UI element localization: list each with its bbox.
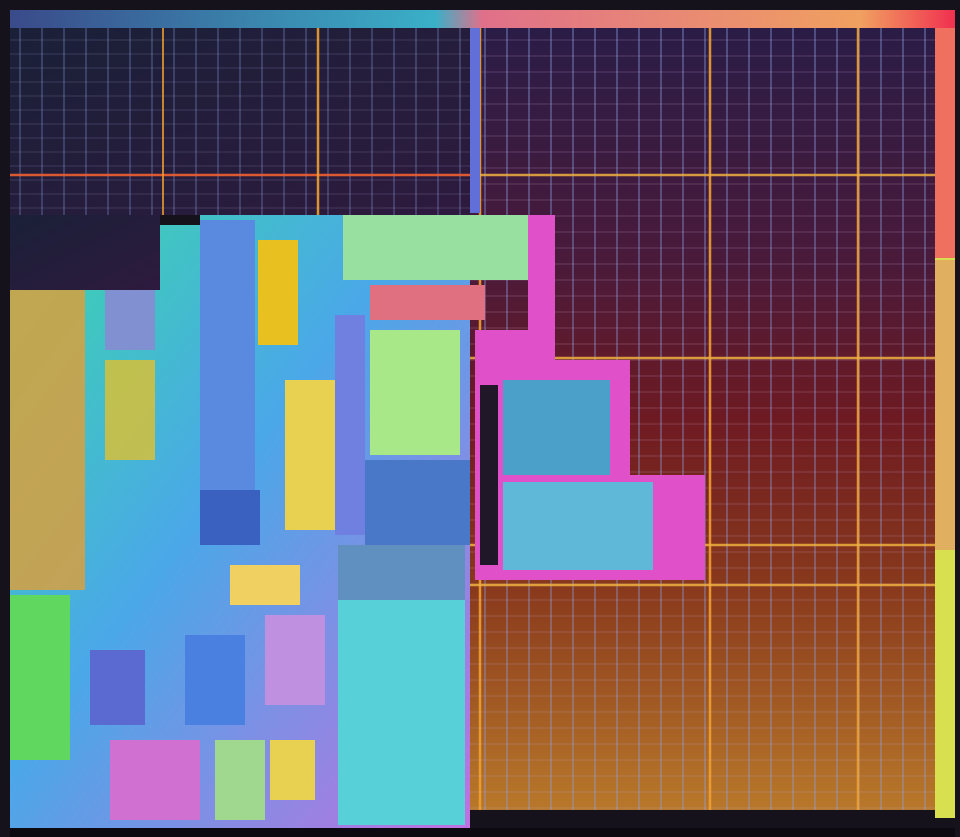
- logic-block: [200, 490, 260, 545]
- logic-block: [338, 600, 465, 825]
- logic-block: [503, 482, 653, 570]
- logic-block: [230, 565, 300, 605]
- cache-top-left: [10, 28, 470, 215]
- logic-block: [365, 460, 470, 545]
- logic-block: [10, 290, 85, 590]
- logic-block: [110, 740, 200, 820]
- right-edge-top: [935, 28, 955, 258]
- bus-line: [470, 28, 480, 213]
- cache-left: [10, 215, 160, 290]
- logic-block: [258, 240, 298, 345]
- logic-block: [215, 740, 265, 820]
- logic-block: [338, 545, 465, 600]
- logic-block: [185, 635, 245, 725]
- logic-block: [265, 615, 325, 705]
- bottom-edge: [10, 828, 955, 837]
- logic-block: [335, 315, 365, 535]
- logic-block: [343, 215, 528, 280]
- right-edge-mid: [935, 260, 955, 550]
- logic-block: [503, 380, 610, 475]
- logic-block: [105, 360, 155, 460]
- logic-block: [10, 595, 70, 760]
- logic-block: [105, 290, 155, 350]
- logic-block: [370, 330, 460, 455]
- logic-block: [270, 740, 315, 800]
- logic-block: [200, 220, 255, 540]
- logic-block: [370, 285, 485, 320]
- logic-block: [285, 380, 335, 530]
- top-strip: [10, 10, 955, 28]
- logic-block: [90, 650, 145, 725]
- logic-block: [480, 385, 498, 565]
